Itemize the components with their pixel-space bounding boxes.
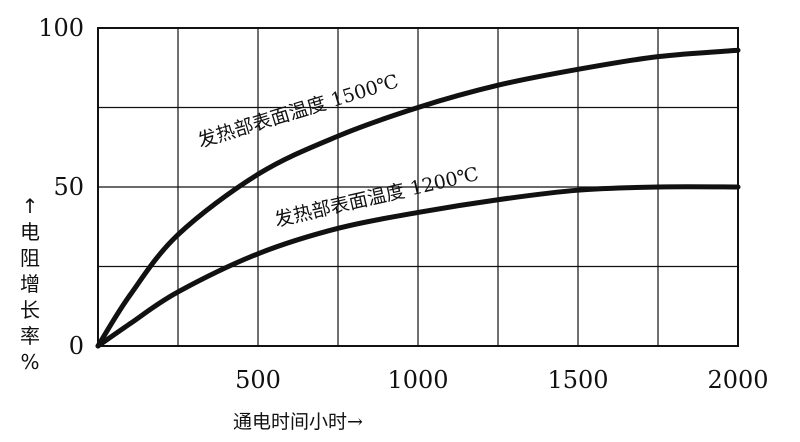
series-line-1 — [95, 184, 741, 349]
y-axis-label-char: 率 — [20, 324, 40, 348]
y-tick-label: 100 — [38, 14, 84, 42]
series-label-1500: 发热部表面温度 1500℃ — [195, 70, 401, 152]
y-axis-label-char: % — [20, 350, 39, 374]
series-line-0 — [95, 47, 741, 349]
x-tick-label: 1500 — [547, 366, 608, 394]
y-tick-label: 50 — [53, 173, 84, 201]
y-axis-label-char: ↑ — [22, 194, 39, 218]
y-axis-label-char: 增 — [20, 272, 40, 296]
series-group — [95, 47, 741, 349]
x-axis-label: 通电时间小时→ — [233, 411, 363, 433]
x-tick-labels: 500 1000 1500 2000 — [235, 366, 768, 394]
y-axis-label-char: 电 — [20, 220, 40, 244]
x-tick-label: 500 — [235, 366, 281, 394]
plot-frame — [97, 27, 739, 347]
x-tick-label: 2000 — [707, 366, 768, 394]
y-tick-label: 0 — [69, 332, 84, 360]
y-axis-label-char: 阻 — [20, 246, 40, 270]
x-tick-label: 1000 — [387, 366, 448, 394]
y-axis-label-char: 长 — [20, 298, 40, 322]
y-tick-labels: 0 50 100 — [38, 14, 84, 360]
